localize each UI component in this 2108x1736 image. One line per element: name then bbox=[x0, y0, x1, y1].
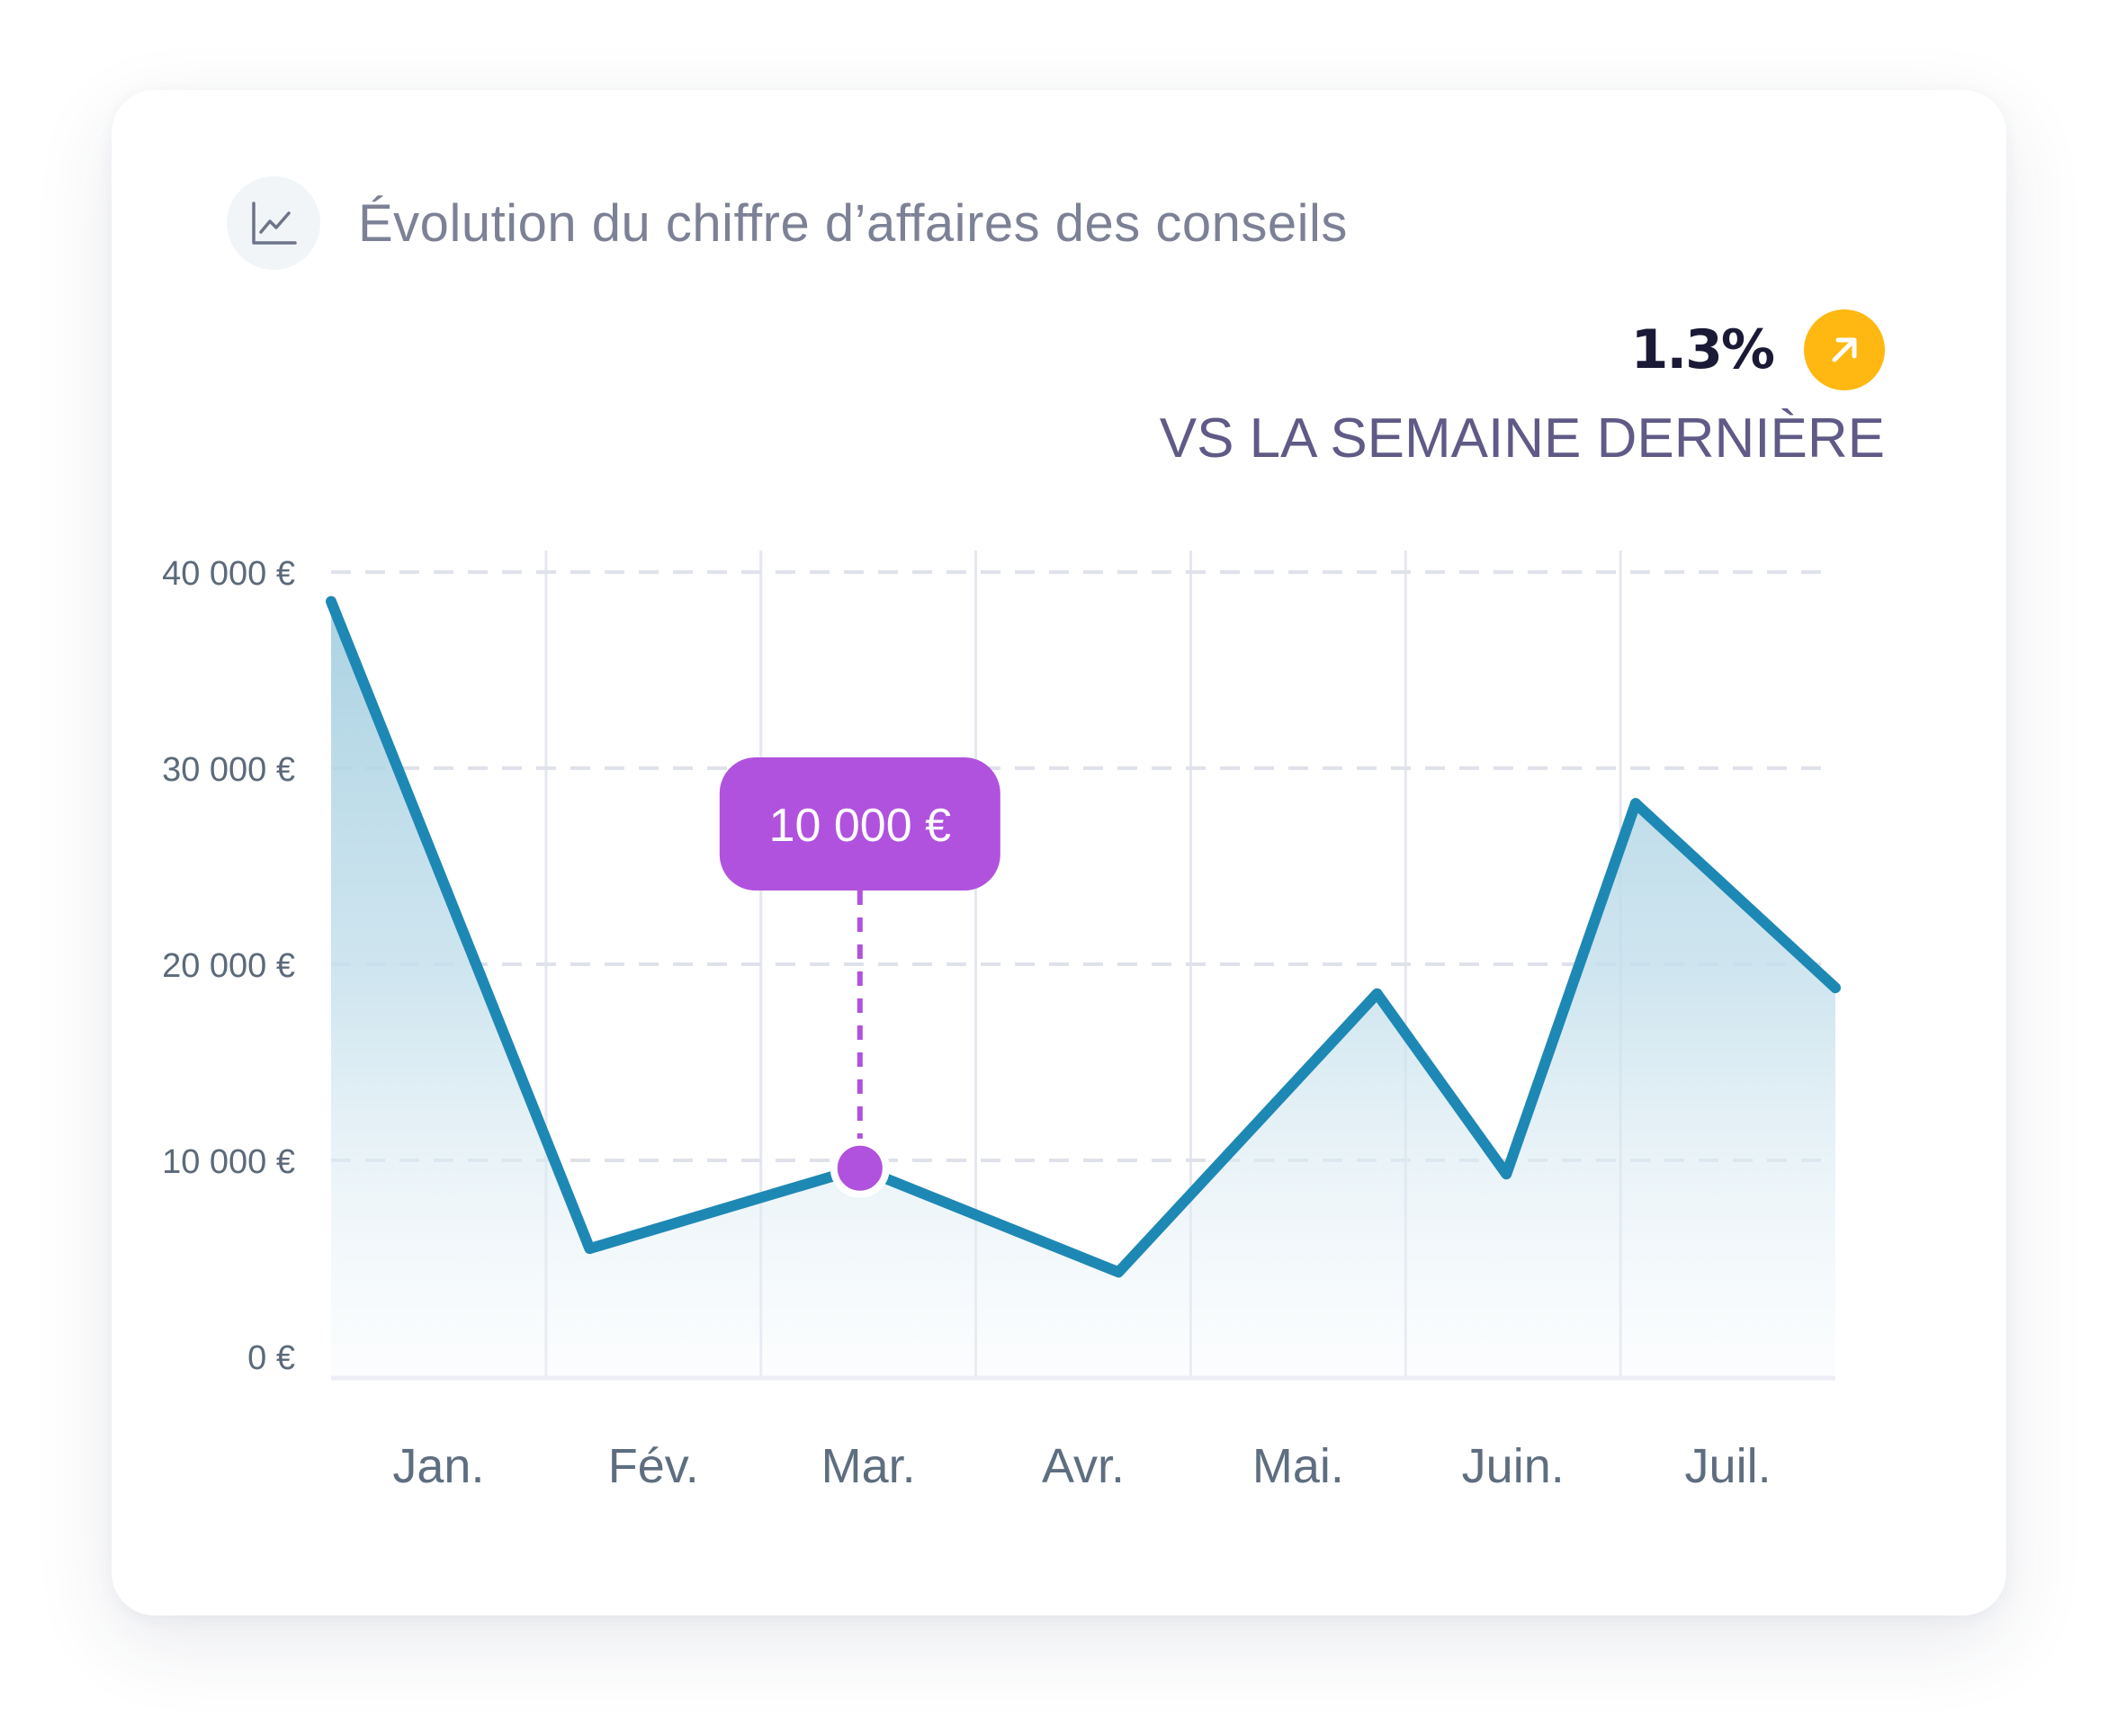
card-header: Évolution du chiffre d’affaires des cons… bbox=[227, 176, 1348, 270]
data-point bbox=[326, 596, 336, 607]
data-point bbox=[584, 1243, 595, 1254]
kpi-subtitle: VS LA SEMAINE DERNIÈRE bbox=[1159, 407, 1885, 470]
y-tick-label: 40 000 € bbox=[162, 555, 295, 593]
data-point bbox=[1830, 982, 1841, 993]
x-tick-label: Fév. bbox=[608, 1439, 699, 1493]
highlight-point bbox=[830, 1138, 890, 1198]
data-point bbox=[1501, 1168, 1511, 1179]
data-point bbox=[1372, 989, 1383, 999]
x-tick-label: Jan. bbox=[392, 1439, 484, 1493]
series-line bbox=[326, 595, 1841, 1278]
line-chart-icon bbox=[227, 176, 320, 270]
tooltip-box bbox=[719, 757, 1000, 890]
x-tick-label: Juin. bbox=[1462, 1439, 1565, 1493]
tooltip-value: 10 000 € bbox=[769, 800, 951, 852]
series-area bbox=[331, 601, 1835, 1378]
kpi-summary: 1.3% bbox=[1631, 309, 1885, 390]
x-tick-label: Mai. bbox=[1252, 1439, 1344, 1493]
data-point bbox=[1113, 1266, 1124, 1277]
y-tick-label: 30 000 € bbox=[162, 751, 295, 789]
x-tick-label: Juil. bbox=[1685, 1439, 1772, 1493]
x-tick-label: Avr. bbox=[1042, 1439, 1125, 1493]
x-tick-label: Mar. bbox=[821, 1439, 916, 1493]
data-point bbox=[1630, 798, 1641, 809]
y-tick-label: 20 000 € bbox=[162, 947, 295, 985]
y-tick-label: 0 € bbox=[247, 1339, 295, 1377]
card-title: Évolution du chiffre d’affaires des cons… bbox=[358, 193, 1348, 253]
arrow-up-right-icon bbox=[1804, 309, 1885, 390]
kpi-value: 1.3% bbox=[1630, 318, 1775, 381]
y-tick-label: 10 000 € bbox=[162, 1143, 295, 1181]
